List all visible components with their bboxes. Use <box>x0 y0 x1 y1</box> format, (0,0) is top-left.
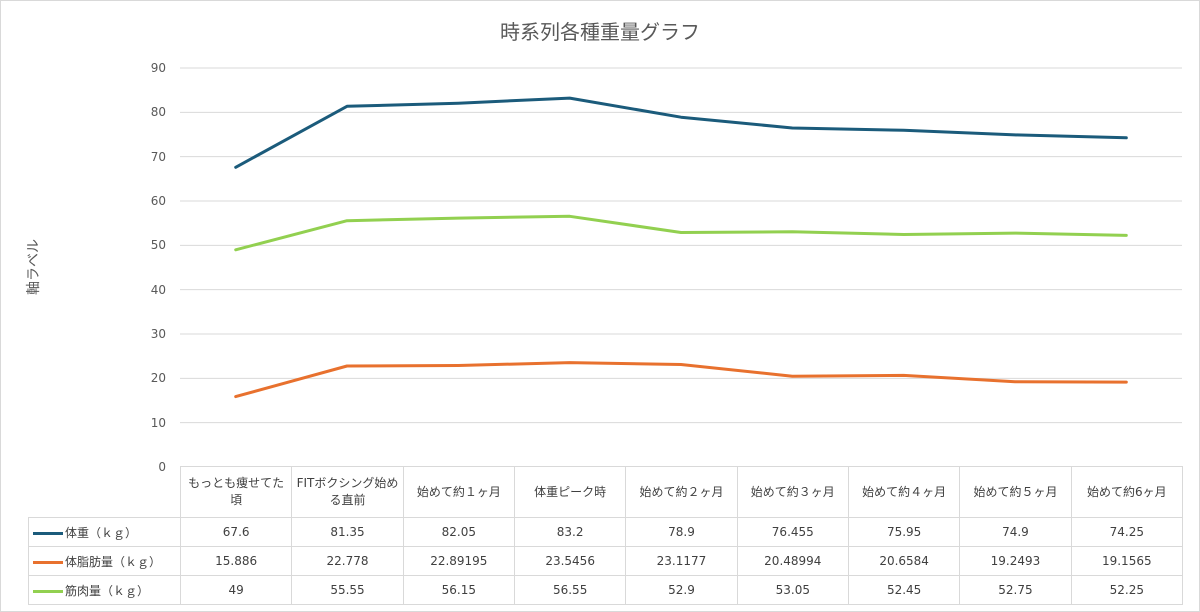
data-label: 67.6 <box>179 517 293 547</box>
data-label: 56.55 <box>513 575 627 605</box>
series-name: 体脂肪量（ｋｇ） <box>65 554 162 569</box>
data-label: 74.9 <box>959 517 1072 547</box>
data-label: 22.89195 <box>402 546 515 576</box>
chart-title: 時系列各種重量グラフ <box>500 20 700 44</box>
table-row: 体脂肪量（ｋｇ） 15.886 22.778 22.89195 23.5456 23.11… <box>28 546 1183 576</box>
data-label: 19.1565 <box>1070 546 1183 576</box>
y-tick-label: 50 <box>150 238 166 253</box>
data-label: 74.25 <box>1070 517 1183 547</box>
series-line-1 <box>234 361 1128 399</box>
y-tick-label: 10 <box>150 415 166 430</box>
table-row: 筋肉量（ｋｇ） 49 55.55 56.15 56.55 52.9 53.05 52.45 52… <box>28 575 1183 605</box>
legend-swatch <box>33 589 63 593</box>
y-tick-label: 70 <box>150 149 166 164</box>
data-label: 76.455 <box>736 517 849 547</box>
x-category-label: 始めて約6ヶ月 <box>1070 466 1183 518</box>
data-label: 19.2493 <box>959 546 1072 576</box>
data-label: 20.6584 <box>847 546 961 576</box>
series-name: 筋肉量（ｋｇ） <box>65 583 150 598</box>
y-tick-label: 80 <box>150 105 166 120</box>
x-category-label: 始めて約２ヶ月 <box>625 466 738 518</box>
series-line-2 <box>234 214 1128 252</box>
data-label: 23.1177 <box>625 546 738 576</box>
x-category-label: 始めて約４ヶ月 <box>847 466 961 518</box>
data-label: 52.75 <box>959 575 1072 605</box>
series-name: 体重（ｋｇ） <box>65 525 138 540</box>
data-table: もっとも痩せてた頃 FITボクシング始める直前 始めて約１ヶ月 体重ピーク時 始めて約２… <box>28 466 1183 605</box>
data-label: 83.2 <box>513 517 627 547</box>
legend-entry: 体脂肪量（ｋｇ） <box>28 546 181 576</box>
data-label: 15.886 <box>179 546 293 576</box>
data-label: 22.778 <box>291 546 404 576</box>
x-category-label: 体重ピーク時 <box>513 466 627 518</box>
data-label: 53.05 <box>736 575 849 605</box>
data-label: 52.45 <box>847 575 961 605</box>
data-label: 78.9 <box>625 517 738 547</box>
y-tick-label: 40 <box>150 282 166 297</box>
data-label: 23.5456 <box>513 546 627 576</box>
data-label: 49 <box>179 575 293 605</box>
data-label: 82.05 <box>402 517 515 547</box>
table-corner <box>28 466 181 518</box>
y-tick-label: 30 <box>150 327 166 341</box>
legend-swatch <box>33 560 63 564</box>
x-category-label: FITボクシング始める直前 <box>291 466 404 518</box>
y-tick-label: 20 <box>150 371 166 386</box>
x-category-label: 始めて約５ヶ月 <box>959 466 1072 518</box>
legend-entry: 筋肉量（ｋｇ） <box>28 575 181 605</box>
legend-swatch <box>33 531 63 535</box>
y-tick-label: 90 <box>150 61 166 75</box>
data-label: 75.95 <box>847 517 961 547</box>
data-label: 81.35 <box>291 517 404 547</box>
data-label: 56.15 <box>402 575 515 605</box>
data-label: 20.48994 <box>736 546 849 576</box>
data-label: 55.55 <box>291 575 404 605</box>
data-label: 52.9 <box>625 575 738 605</box>
legend-entry: 体重（ｋｇ） <box>28 517 181 547</box>
x-category-label: 始めて約１ヶ月 <box>402 466 515 518</box>
table-row: 体重（ｋｇ） 67.6 81.35 82.05 83.2 78.9 76.455 75.95 7… <box>28 517 1183 547</box>
y-tick-label: 60 <box>150 194 166 208</box>
x-category-label: もっとも痩せてた頃 <box>179 466 293 518</box>
data-label: 52.25 <box>1070 575 1183 605</box>
x-category-label: 始めて約３ヶ月 <box>736 466 849 518</box>
